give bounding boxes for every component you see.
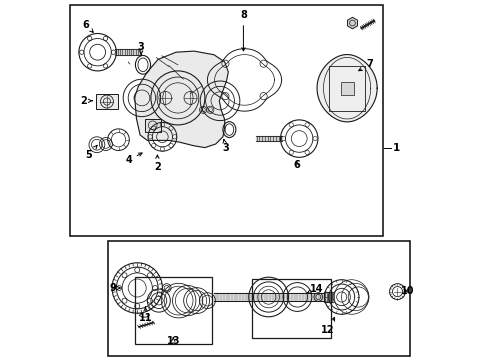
Bar [328, 66, 365, 111]
Text: 3: 3 [222, 139, 229, 153]
Text: 4: 4 [125, 153, 142, 165]
Text: 8: 8 [240, 10, 246, 51]
Text: 12: 12 [321, 318, 334, 336]
Text: 3: 3 [138, 42, 144, 55]
Text: 6: 6 [82, 20, 93, 32]
Bar [144, 119, 160, 132]
Text: 13: 13 [166, 336, 180, 346]
Bar [340, 82, 353, 95]
Text: 2: 2 [154, 155, 161, 172]
Text: 6: 6 [293, 160, 300, 170]
Bar [107, 241, 409, 356]
Text: 5: 5 [85, 145, 97, 160]
Text: 9: 9 [109, 283, 120, 293]
Text: 14: 14 [306, 284, 323, 294]
Bar [70, 5, 382, 236]
Text: 10: 10 [400, 286, 413, 296]
Text: 7: 7 [358, 59, 372, 71]
Polygon shape [134, 51, 228, 148]
Text: 11: 11 [139, 307, 152, 323]
Polygon shape [316, 55, 376, 122]
Bar [251, 279, 330, 338]
Text: 2: 2 [80, 96, 92, 106]
Text: 1: 1 [392, 143, 399, 153]
Bar [134, 277, 212, 344]
Bar [96, 94, 118, 109]
